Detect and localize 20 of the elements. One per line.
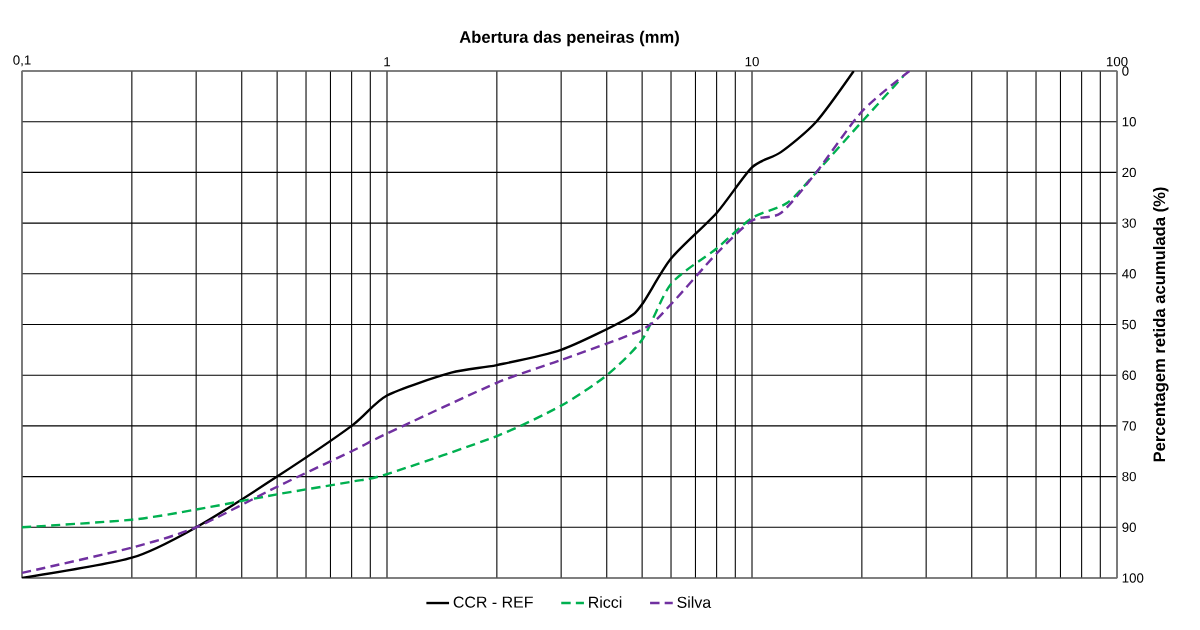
legend-label: Ricci	[589, 596, 622, 608]
y-tick-label: 60	[1122, 370, 1136, 380]
y-tick-label: 40	[1122, 269, 1136, 279]
x-axis-title: Abertura das peneiras (mm)	[459, 30, 679, 47]
y-tick-label: 70	[1122, 421, 1136, 431]
x-tick-label: 1	[384, 57, 391, 67]
y-tick-label: 90	[1122, 522, 1136, 532]
x-tick-label: 0,1	[13, 55, 31, 67]
y-tick-label: 30	[1122, 218, 1136, 228]
y-tick-label: 0	[1122, 66, 1129, 76]
legend-label: CCR - REF	[453, 596, 533, 608]
y-tick-label: 80	[1122, 471, 1136, 482]
y-tick-label: 20	[1122, 167, 1136, 178]
x-tick-label: 100	[1106, 56, 1128, 67]
legend-label: Silva	[677, 596, 712, 608]
y-axis-title: Percentagem retida acumulada (%)	[1152, 187, 1169, 462]
y-tick-label: 50	[1122, 319, 1136, 330]
x-tick-label: 10	[745, 56, 759, 67]
y-tick-label: 10	[1122, 117, 1136, 127]
y-tick-label: 100	[1122, 573, 1144, 583]
